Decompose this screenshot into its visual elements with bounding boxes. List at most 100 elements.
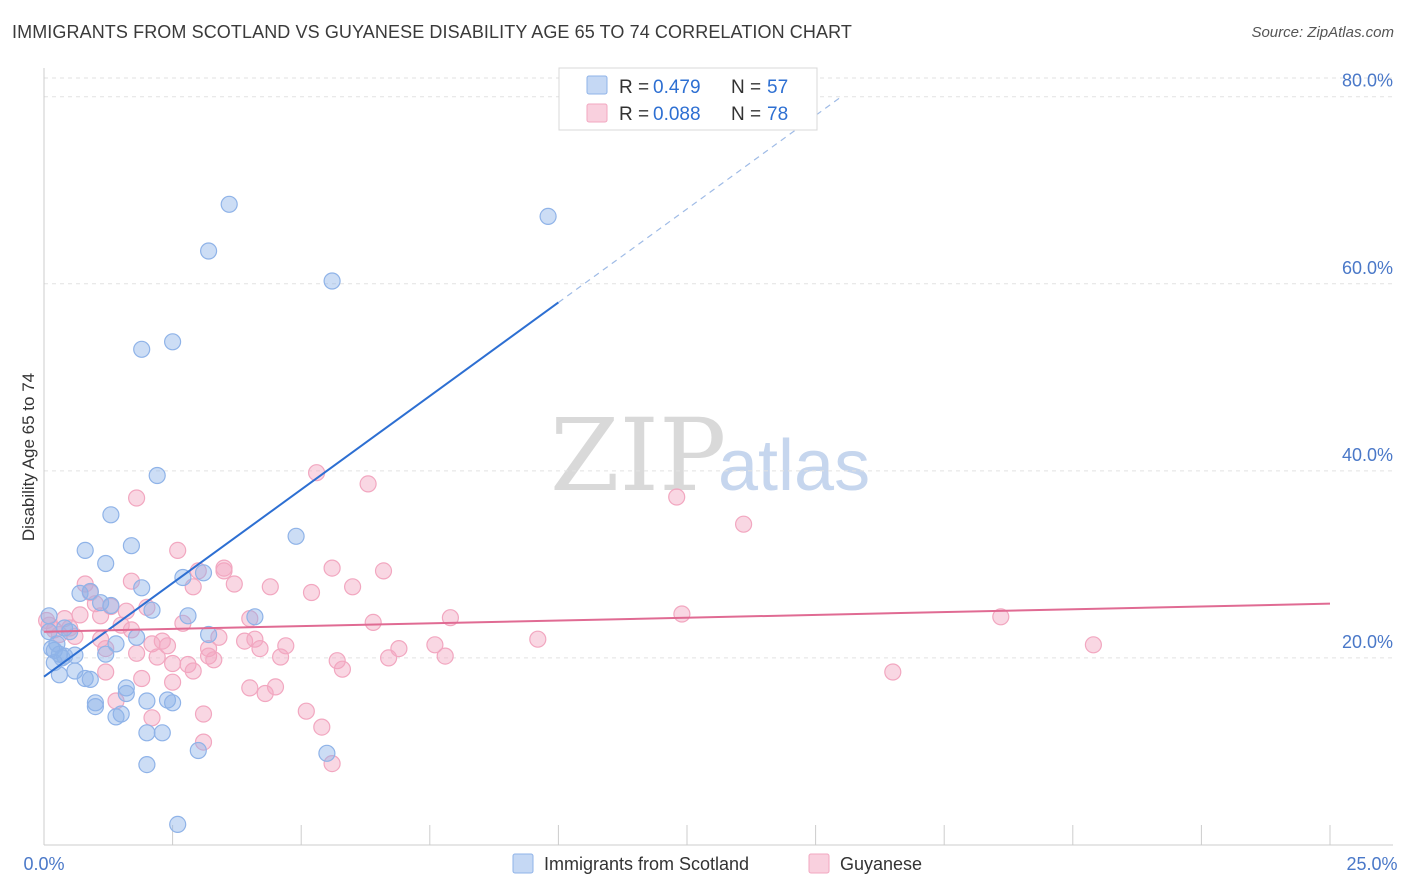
scotland-point	[107, 635, 125, 653]
scotland-point	[164, 333, 182, 351]
guyanese-point	[236, 632, 254, 650]
watermark-atlas: atlas	[718, 426, 870, 506]
scotland-point	[81, 670, 99, 689]
scotland-point	[48, 635, 66, 653]
scotland-point	[138, 755, 156, 774]
guyanese-point	[1084, 636, 1103, 654]
bottom-legend-scotland: Immigrants from Scotland	[544, 854, 749, 874]
scotland-point	[323, 272, 341, 290]
y-tick-label: 80.0%	[1342, 71, 1393, 91]
gridlines	[44, 77, 1393, 659]
y-tick-label: 20.0%	[1342, 632, 1393, 652]
guyanese-point	[297, 702, 315, 720]
scotland-point	[164, 694, 182, 712]
scotland-point	[158, 691, 177, 709]
trend-lines	[43, 96, 1331, 678]
guyanese-point	[668, 488, 686, 506]
scotland-point	[107, 708, 125, 726]
scotland-point	[91, 594, 110, 612]
guyanese-point	[241, 679, 259, 697]
guyanese-point	[97, 639, 115, 658]
scotland-trend-line	[43, 301, 559, 678]
guyanese-point	[359, 475, 377, 493]
guyanese-point	[148, 648, 166, 666]
x-tick-label-max: 25.0%	[1346, 854, 1397, 874]
guyanese-point	[390, 639, 408, 658]
scotland-point	[153, 724, 171, 742]
guyanese-point	[133, 669, 151, 688]
scotland-point	[287, 527, 305, 545]
scotland-point	[200, 625, 218, 644]
guyanese-point	[128, 644, 146, 662]
y-axis-label: Disability Age 65 to 74	[19, 373, 38, 541]
y-tick-label: 60.0%	[1342, 258, 1393, 278]
scotland-point	[539, 207, 557, 225]
scotland-point	[148, 466, 166, 485]
guyanese-point	[323, 559, 341, 577]
guyanese-point	[251, 639, 269, 658]
guyanese-point	[529, 630, 547, 648]
scotland-points	[40, 195, 557, 834]
guyanese-point	[97, 663, 115, 681]
scotland-point	[138, 724, 156, 742]
legend-r-label-1: R =	[619, 77, 649, 98]
guyanese-point	[364, 613, 382, 632]
guyanese-point	[246, 630, 264, 648]
guyanese-point	[122, 572, 140, 590]
guyanese-point	[194, 705, 213, 723]
scotland-point	[143, 601, 161, 619]
guyanese-point	[169, 541, 187, 560]
scotland-point	[102, 506, 120, 524]
guyanese-point	[71, 606, 89, 624]
guyanese-point	[884, 663, 902, 681]
guyanese-point	[992, 608, 1010, 626]
chart-title: IMMIGRANTS FROM SCOTLAND VS GUYANESE DIS…	[12, 22, 852, 42]
scotland-point	[112, 705, 130, 723]
legend-n-label-2: N =	[731, 104, 761, 125]
source-label: Source: ZipAtlas.com	[1251, 24, 1394, 41]
guyanese-point	[344, 578, 362, 596]
bottom-legend: Immigrants from Scotland Guyanese	[512, 853, 922, 874]
guyanese-point	[302, 583, 321, 602]
guyanese-point	[215, 559, 233, 577]
scotland-point	[117, 684, 135, 703]
guyanese-trend-line	[43, 602, 1331, 633]
guyanese-point	[164, 673, 182, 691]
scotland-point	[86, 694, 105, 712]
scotland-point	[220, 195, 238, 213]
legend-swatch-scotland	[586, 75, 608, 95]
bottom-legend-swatch-scotland	[512, 853, 534, 874]
guyanese-point	[333, 660, 351, 678]
legend-box: R = 0.479 N = 57 R = 0.088 N = 78	[558, 67, 818, 131]
guyanese-point	[184, 662, 202, 680]
scotland-point	[318, 744, 336, 762]
guyanese-point	[272, 648, 290, 666]
scotland-point	[200, 242, 218, 260]
guyanese-point	[194, 733, 213, 751]
guyanese-point	[328, 652, 346, 670]
guyanese-point	[261, 578, 279, 596]
scotland-point	[81, 582, 99, 601]
guyanese-point	[374, 562, 393, 580]
legend-n-value-1: 57	[767, 77, 788, 98]
scotland-point	[189, 741, 207, 760]
scotland-point	[122, 537, 140, 555]
watermark-zip: ZIP	[550, 397, 726, 514]
scotland-point	[76, 541, 94, 560]
scotland-point	[133, 579, 151, 597]
guyanese-point	[313, 718, 331, 736]
legend-r-value-1: 0.479	[653, 77, 701, 98]
legend-n-label-1: N =	[731, 77, 761, 98]
guyanese-point	[158, 637, 177, 655]
scotland-point	[117, 679, 135, 697]
scotland-point	[169, 815, 187, 834]
scotland-point	[128, 628, 146, 646]
guyanese-point	[441, 609, 459, 627]
scotland-point	[194, 564, 213, 582]
guyanese-point	[128, 489, 146, 507]
legend-n-value-2: 78	[767, 104, 788, 125]
scotland-point	[133, 340, 151, 358]
guyanese-point	[164, 654, 182, 673]
scotland-trend-extension	[558, 96, 842, 303]
